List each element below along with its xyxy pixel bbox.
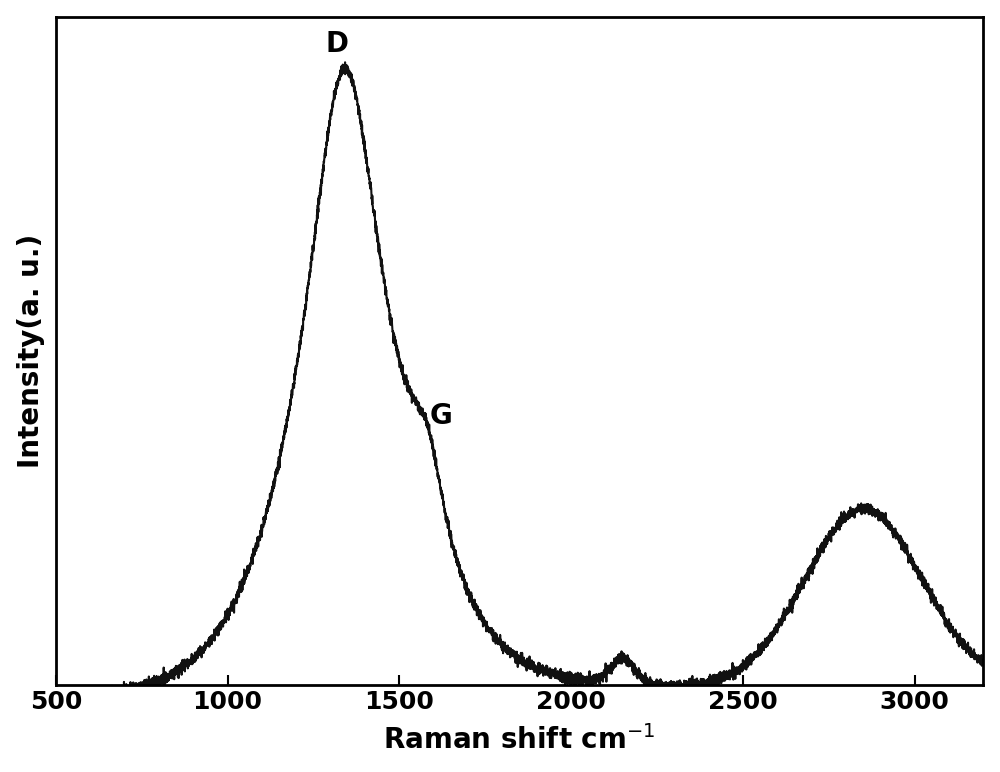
Text: D: D [326, 30, 349, 59]
Text: G: G [429, 402, 452, 430]
Y-axis label: Intensity(a. u.): Intensity(a. u.) [17, 234, 45, 468]
X-axis label: Raman shift cm$^{-1}$: Raman shift cm$^{-1}$ [383, 726, 656, 755]
